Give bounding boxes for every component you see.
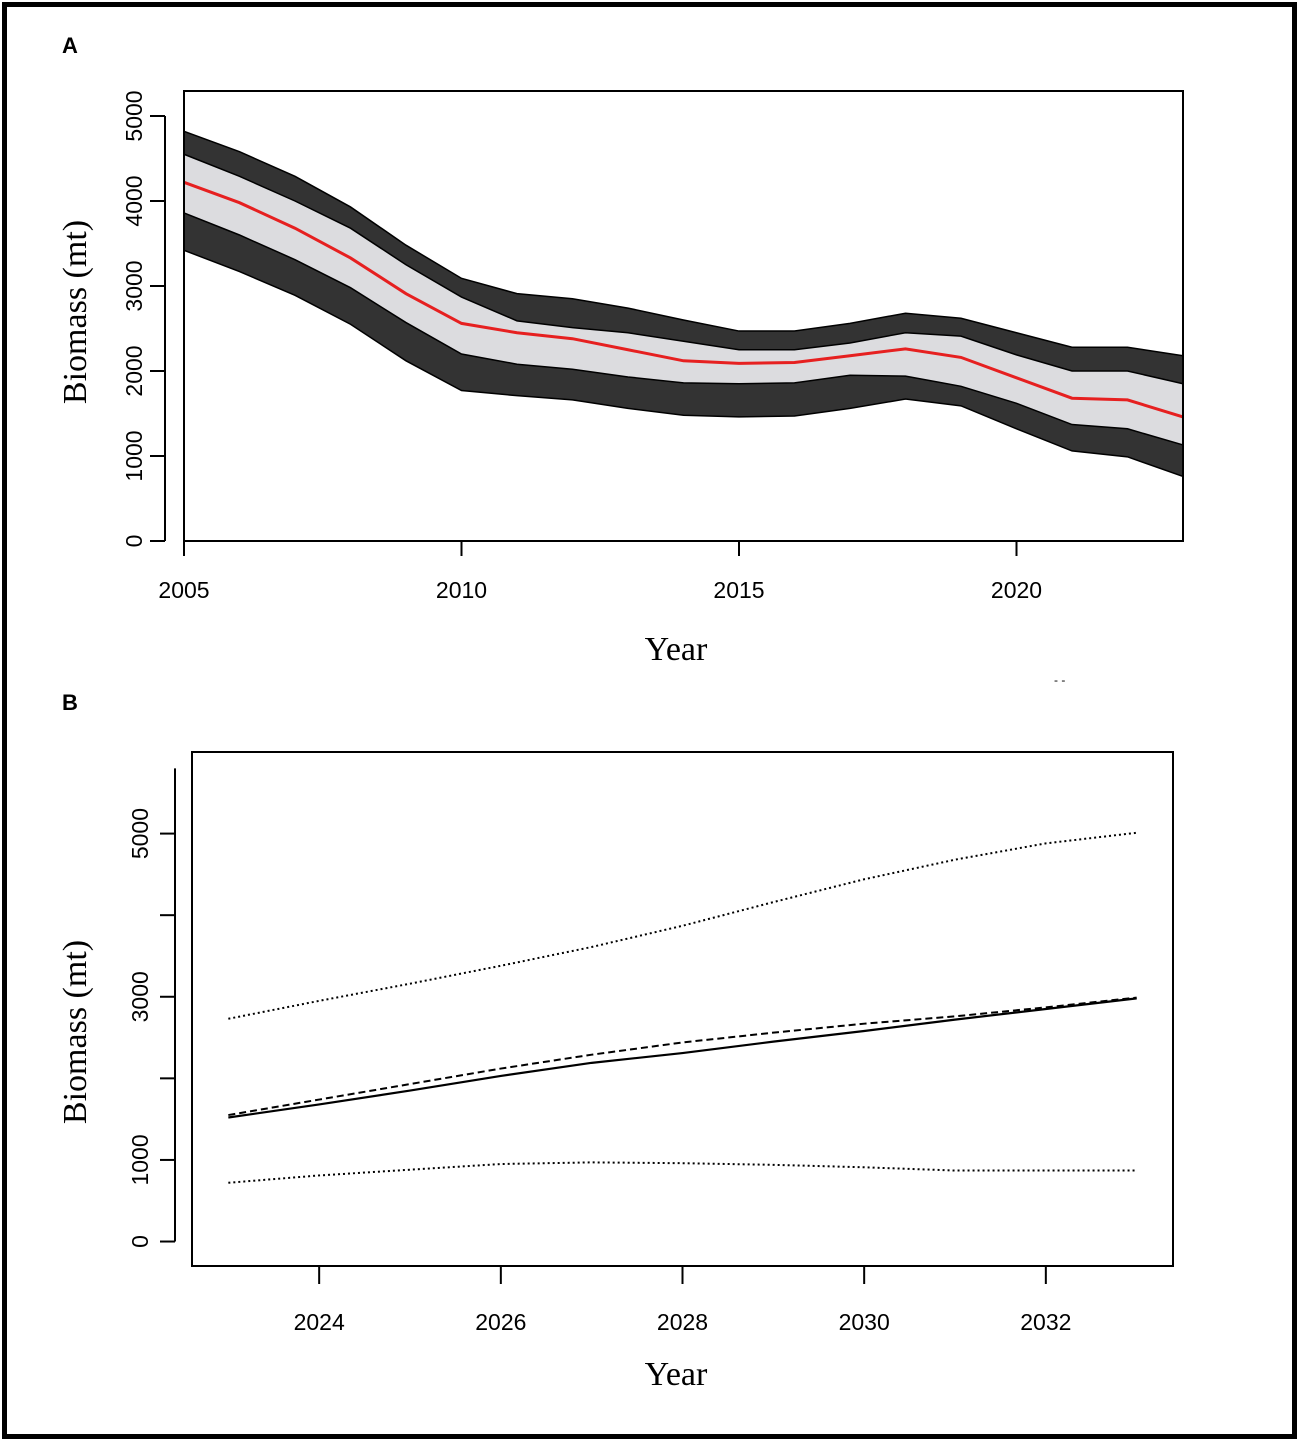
b-x-tick-label: 2028: [657, 1309, 708, 1335]
b-series-lower: [228, 1161, 1137, 1184]
b-x-tick-label: 2026: [475, 1309, 526, 1335]
a-series-upper_50: [183, 153, 1184, 385]
a-y-tick-label: 1000: [121, 430, 147, 481]
a-x-tick-label: 2005: [158, 577, 209, 603]
b-lines: [228, 831, 1137, 1184]
a-series-median: [183, 180, 1184, 419]
a-y-tick-label: 3000: [121, 260, 147, 311]
a-lines: [183, 130, 1184, 478]
a-x-tick-label: 2010: [436, 577, 487, 603]
chart-a: 2005 2010 2015 2020 0 1000 2000 3000 4000 5000 Y…: [57, 90, 1184, 668]
a-y-tick-label: 0: [121, 535, 147, 548]
b-x-axis-title: Year: [645, 1356, 708, 1393]
b-y-tick-label: 0: [127, 1235, 153, 1248]
b-series-mean: [228, 996, 1137, 1117]
a-y-axis: 0 1000 2000 3000 4000 5000: [121, 90, 166, 548]
a-series-lower_50: [183, 212, 1184, 446]
b-y-tick-label: 3000: [127, 971, 153, 1022]
a-series-upper_95: [183, 130, 1184, 357]
b-x-tick-label: 2024: [294, 1309, 345, 1335]
b-y-tick-label: 1000: [127, 1134, 153, 1185]
b-y-axis-title: Biomass (mt): [57, 940, 94, 1124]
b-y-axis: 0 1000 3000 5000: [127, 768, 176, 1248]
a-y-axis-title: Biomass (mt): [57, 220, 94, 404]
a-band-50: [184, 154, 1183, 445]
b-y-tick-label: 5000: [127, 808, 153, 859]
stray-mark: - -: [1054, 673, 1065, 687]
a-band-95: [184, 131, 1183, 477]
a-x-axis: 2005 2010 2015 2020: [158, 540, 1042, 603]
a-x-axis-title: Year: [645, 631, 708, 668]
a-x-tick-label: 2020: [991, 577, 1042, 603]
b-series-median: [228, 997, 1137, 1119]
panel-a-label: A: [62, 33, 78, 58]
a-y-tick-label: 5000: [121, 90, 147, 141]
b-x-tick-label: 2030: [839, 1309, 890, 1335]
panel-b-label: B: [62, 690, 78, 715]
a-x-tick-label: 2015: [713, 577, 764, 603]
b-series-upper: [228, 831, 1137, 1020]
b-x-axis: 2024 2026 2028 2030 2032: [294, 1265, 1071, 1335]
a-y-tick-label: 4000: [121, 175, 147, 226]
a-series-lower_95: [183, 249, 1184, 478]
a-y-tick-label: 2000: [121, 345, 147, 396]
b-x-tick-label: 2032: [1020, 1309, 1071, 1335]
a-bands: [184, 131, 1183, 477]
